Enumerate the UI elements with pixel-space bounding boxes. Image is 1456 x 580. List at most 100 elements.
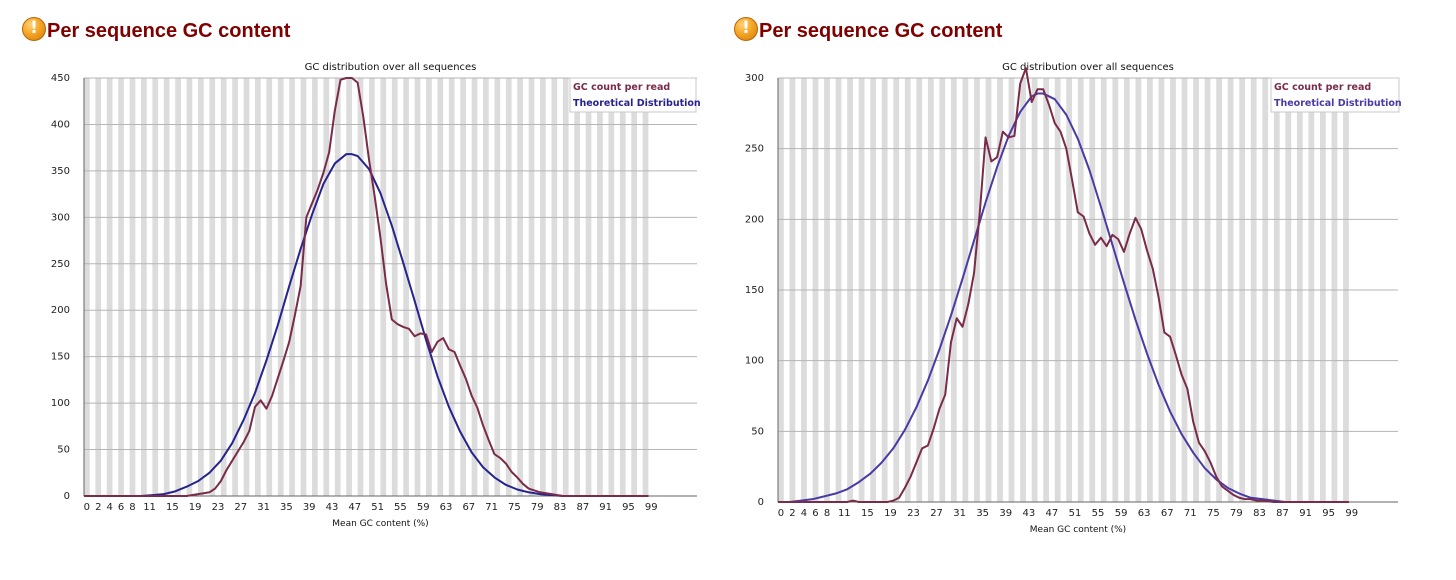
grid-band [198,78,204,496]
y-tick-label: 300 [51,212,70,223]
x-tick-label: 59 [1115,508,1128,519]
grid-band [483,78,489,496]
grid-band [300,78,307,496]
x-tick-label: 39 [999,508,1012,519]
grid-band [186,78,193,496]
grid-band [460,78,466,496]
legend-entry: GC count per read [1274,82,1371,93]
grid-band [129,78,136,496]
x-tick-label: 59 [417,502,430,513]
x-tick-label: 31 [953,508,966,519]
grid-band [597,78,603,496]
x-axis-label: Mean GC content (%) [1030,525,1126,535]
section-title: Per sequence GC content [47,20,291,42]
x-tick-label: 6 [812,508,818,519]
grid-band [152,78,159,496]
grid-band [403,78,409,496]
y-tick-labels: 0 50 100 150 200 250 300 350 400 450 [51,73,70,502]
chart-title: GC distribution over all sequences [305,62,477,73]
x-tick-label: 8 [129,502,135,513]
x-tick-label: 91 [599,502,612,513]
series-line-gc-count [778,67,1349,503]
x-tick-label: 91 [1299,508,1312,519]
panel-right: ! Per sequence GC content 0 50 100 150 200 25… [712,0,1456,580]
x-tick-label: 2 [95,502,101,513]
x-tick-label: 0 [84,502,90,513]
x-tick-label: 4 [106,502,112,513]
section-heading: ! Per sequence GC content [734,14,1002,43]
grid-band [391,78,398,496]
grid-band [175,78,181,496]
legend-entry: Theoretical Distribution [1274,98,1402,109]
panel-left: ! Per sequence GC content 0 50 100 150 200 25… [0,0,720,580]
x-tick-label: 99 [1345,508,1358,519]
x-tick-label: 23 [907,508,920,519]
x-tick-label: 2 [789,508,795,519]
x-tick-label: 55 [1092,508,1105,519]
grid-band [437,78,444,496]
x-tick-label: 4 [801,508,807,519]
y-tick-label: 300 [745,73,764,84]
series-line-gc-count [84,77,649,497]
x-tick-label: 27 [930,508,943,519]
legend: GC count per read Theoretical Distributio… [569,77,701,113]
grid-band [448,78,455,496]
grid-band [574,78,580,496]
grid-band [209,78,216,496]
x-tick-label: 51 [371,502,384,513]
y-tick-label: 350 [51,166,70,177]
chart-title: GC distribution over all sequences [1002,62,1174,73]
y-tick-label: 250 [745,144,764,155]
grid-band [334,78,341,496]
grid-band [118,78,124,496]
warning-icon: ! [734,16,758,41]
x-tick-label: 35 [280,502,293,513]
series-line-theoretical [84,153,649,497]
y-tick-label: 0 [64,491,70,502]
x-tick-label: 15 [166,502,179,513]
y-tick-label: 50 [57,445,70,456]
grid-band [505,78,512,496]
grid-band [95,78,102,496]
y-tick-label: 250 [51,259,70,270]
grid-band [346,78,352,496]
x-tick-label: 15 [861,508,874,519]
grid-band [312,78,318,496]
y-tick-label: 450 [51,73,70,84]
grid-band [414,78,421,496]
x-tick-label: 47 [348,502,361,513]
grid-band [528,78,535,496]
grid-band [141,78,147,496]
legend-entry: GC count per read [573,82,670,93]
grid-band [232,78,238,496]
legend-box [1270,77,1400,113]
x-tick-label: 35 [976,508,989,519]
x-tick-label: 11 [838,508,851,519]
grid-band [540,78,546,496]
x-tick-label: 63 [440,502,453,513]
x-tick-label: 63 [1138,508,1151,519]
x-tick-label: 67 [462,502,475,513]
grid-band [494,78,501,496]
grid-band [255,78,261,496]
y-tick-label: 150 [51,352,70,363]
grid-band [562,78,569,496]
legend-box [569,77,697,113]
x-tick-label: 79 [531,502,544,513]
x-tick-label: 99 [645,502,658,513]
x-tick-label: 87 [1276,508,1289,519]
x-tick-label: 23 [212,502,225,513]
grid-band [220,78,227,496]
x-tick-label: 87 [576,502,589,513]
x-tick-label: 11 [143,502,156,513]
x-tick-labels: 0 2 4 6 8 11 15 19 23 27 31 35 39 43 47 51 55 59 63 67 71 75 7… [778,508,1358,519]
y-tick-labels: 0 50 100 150 200 250 300 [745,73,764,508]
y-tick-label: 200 [745,214,764,225]
section-heading: ! Per sequence GC content [22,14,290,43]
x-tick-label: 51 [1069,508,1082,519]
y-tick-label: 200 [51,305,70,316]
section-title: Per sequence GC content [759,20,1003,42]
grid-band [289,78,295,496]
grid-bands [84,78,649,496]
